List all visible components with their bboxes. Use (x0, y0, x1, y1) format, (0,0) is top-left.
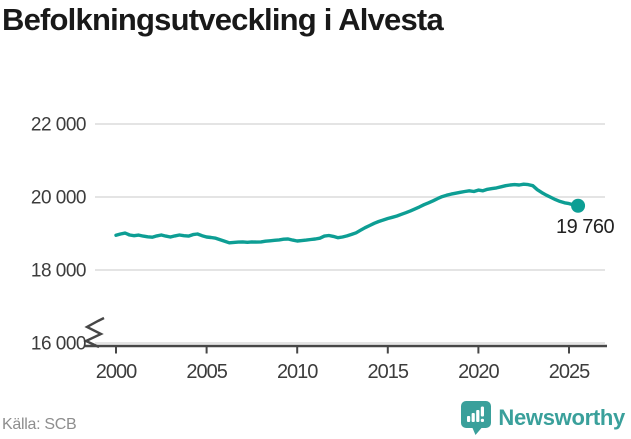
y-tick-label: 20 000 (31, 188, 86, 209)
end-point-label: 19 760 (556, 216, 615, 238)
source-note: Källa: SCB (2, 416, 77, 433)
end-point-dot (571, 198, 586, 213)
gridlines-group (95, 123, 605, 344)
x-tick-label: 2020 (458, 361, 499, 383)
y-tick-label: 16 000 (31, 334, 86, 355)
axis-labels-group: 22 000 20 000 18 000 16 000 2000 2005 2010 2015… (31, 115, 591, 384)
page-title: Befolkningsutveckling i Alvesta (2, 2, 444, 37)
series-group (114, 182, 580, 245)
bar-chart-speech-bubble-icon (461, 401, 492, 435)
brand-name: Newsworthy (498, 405, 625, 430)
newsworthy-brand-link[interactable]: Newsworthy (461, 401, 625, 435)
y-tick-label: 22 000 (31, 115, 86, 136)
x-tick-label: 2025 (549, 361, 590, 383)
x-tick-label: 2000 (96, 361, 137, 383)
x-tick-label: 2010 (277, 361, 318, 383)
y-tick-label: 18 000 (31, 261, 86, 282)
x-tick-label: 2005 (186, 361, 227, 383)
annotation-group: 19 760 (556, 198, 615, 238)
x-tick-label: 2015 (368, 361, 409, 383)
population-line (114, 182, 580, 245)
axis-break-icon (83, 316, 105, 349)
axis-group (83, 316, 607, 354)
